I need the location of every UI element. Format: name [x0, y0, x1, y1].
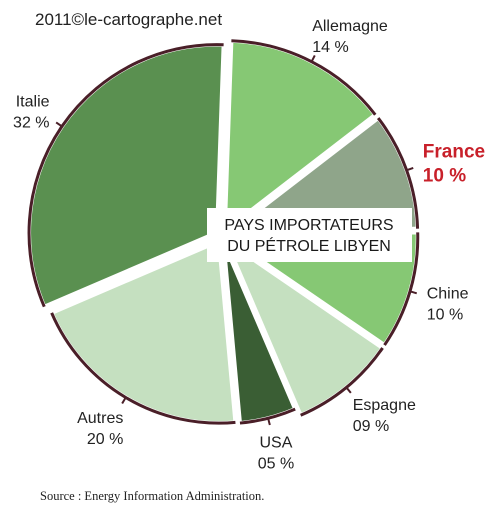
pie-tick-france — [405, 166, 414, 172]
source-text: Source : Energy Information Administrati… — [40, 489, 264, 503]
slice-name-allemagne: Allemagne — [312, 18, 388, 35]
pie-tick-autres — [121, 396, 128, 405]
slice-value-italie: 32 % — [13, 114, 49, 131]
copyright-text: 2011©le-cartographe.net — [35, 10, 222, 29]
slice-value-autres: 20 % — [87, 431, 123, 448]
slice-labels: Allemagne 14 % France 10 % Chine 10 % Espagne 0… — [13, 18, 485, 472]
slice-name-france: France — [423, 142, 485, 163]
center-label-line1: PAYS IMPORTATEURS — [224, 217, 393, 234]
pie-tick-usa — [266, 417, 271, 426]
slice-value-allemagne: 14 % — [312, 39, 348, 56]
slice-value-chine: 10 % — [427, 306, 463, 323]
pie-tick-espagne — [344, 386, 352, 394]
center-label-box — [207, 208, 412, 262]
slice-name-autres: Autres — [77, 410, 123, 427]
center-label-line2: DU PÉTROLE LIBYEN — [227, 236, 391, 255]
pie-tick-chine — [408, 290, 418, 295]
pie-tick-allemagne — [310, 54, 316, 64]
slice-name-usa: USA — [260, 434, 293, 451]
slice-name-espagne: Espagne — [353, 397, 416, 414]
pie-slices — [27, 38, 420, 426]
slice-value-france: 10 % — [423, 166, 466, 187]
slice-value-usa: 05 % — [258, 455, 294, 472]
pie-tick-italie — [55, 121, 64, 128]
slice-name-italie: Italie — [16, 93, 50, 110]
slice-value-espagne: 09 % — [353, 418, 389, 435]
slice-name-chine: Chine — [427, 285, 469, 302]
